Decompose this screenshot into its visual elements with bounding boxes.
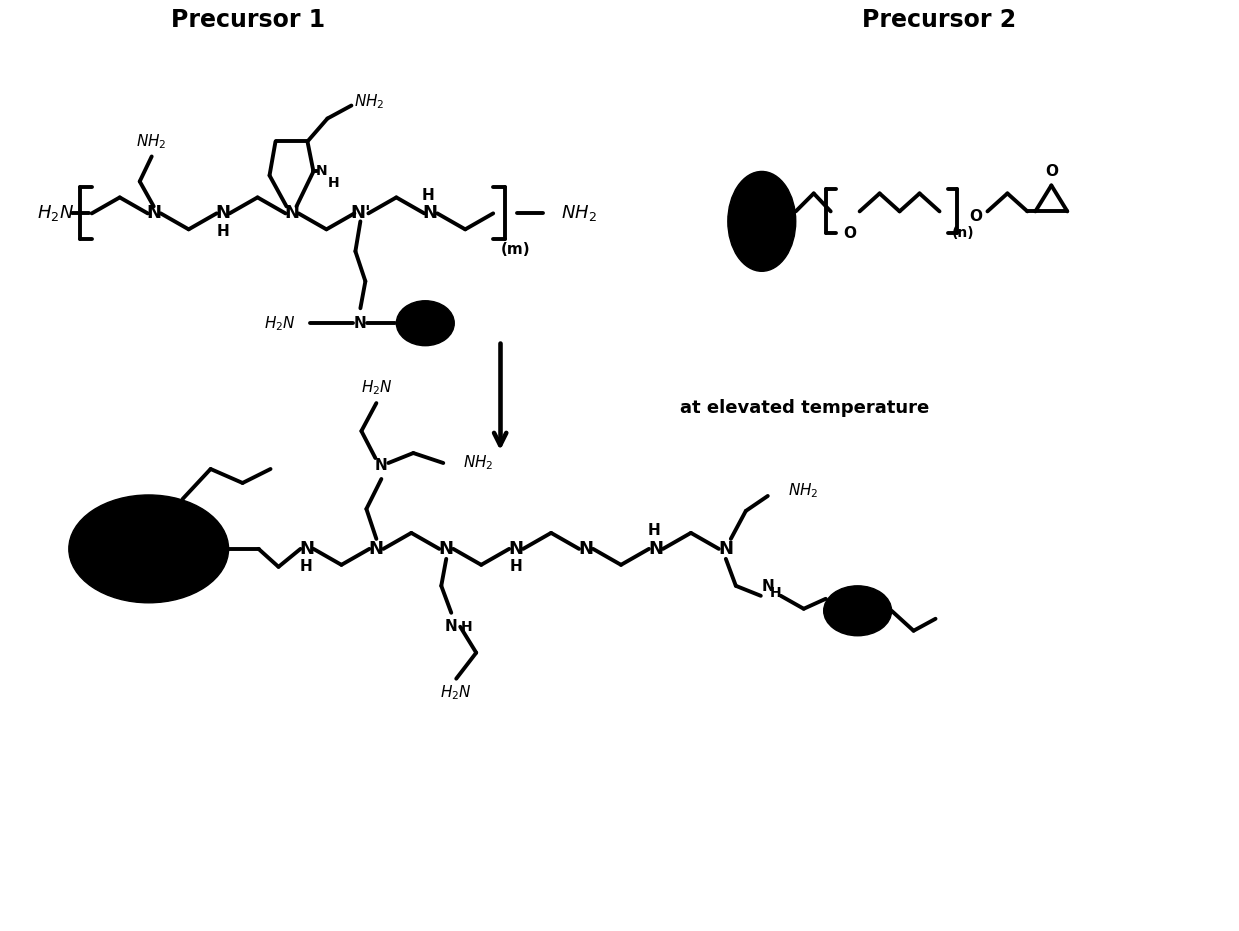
Text: O: O [969,209,983,223]
Text: N: N [369,540,384,558]
Text: N: N [216,205,230,223]
Text: O: O [844,226,856,241]
Text: $NH_2$: $NH_2$ [561,203,597,223]
Text: H: H [461,620,472,634]
Text: at elevated temperature: at elevated temperature [680,399,929,417]
Text: $H_2N$: $H_2N$ [37,203,74,223]
Text: (m): (m) [501,242,530,257]
Text: H: H [327,176,339,191]
Ellipse shape [824,586,892,636]
Text: N: N [299,540,313,558]
Text: N': N' [351,205,370,223]
Text: $NH_2$: $NH_2$ [788,481,818,500]
Text: N: N [762,579,774,594]
Text: H: H [769,586,782,600]
Text: H: H [217,223,229,239]
Text: H: H [422,188,435,203]
Text: N: N [719,540,733,558]
Text: H: H [509,560,523,574]
Ellipse shape [727,171,795,271]
Text: N: N [439,540,453,558]
Text: H: H [300,560,312,574]
Text: $NH_2$: $NH_2$ [136,132,167,151]
Text: $NH_2$: $NH_2$ [463,453,494,472]
Text: Precursor 2: Precursor 2 [862,7,1016,32]
Text: O: O [1044,164,1058,179]
Text: N: N [284,205,299,223]
Text: N: N [445,619,457,634]
Text: $H_2N$: $H_2N$ [440,683,472,702]
Text: N: N [375,458,388,474]
Text: N: N [579,540,593,558]
Text: N: N [422,205,437,223]
Text: (n): (n) [953,226,975,240]
Text: $NH_2$: $NH_2$ [354,92,384,111]
Text: $H_2N$: $H_2N$ [264,314,295,332]
Text: N: N [509,540,524,558]
Text: $H_2N$: $H_2N$ [361,379,393,398]
Ellipse shape [396,301,455,345]
Text: H: H [648,523,660,538]
Text: N: N [354,316,367,331]
Text: N: N [648,540,663,558]
Text: N: N [146,205,161,223]
Text: Precursor 1: Precursor 1 [171,7,326,32]
Ellipse shape [69,495,228,602]
Text: N: N [316,165,327,179]
